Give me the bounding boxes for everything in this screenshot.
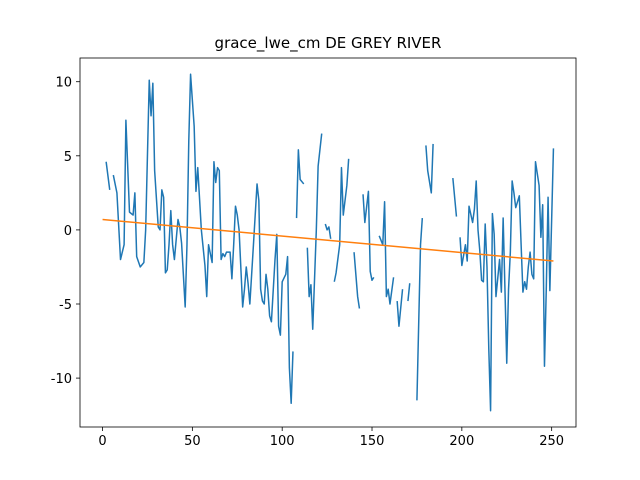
x-tick-label: 150 bbox=[360, 434, 385, 449]
line bbox=[102, 218, 554, 262]
x-tick-label: 250 bbox=[539, 434, 564, 449]
y-tick-label: 0 bbox=[64, 224, 72, 239]
x-tick-label: 100 bbox=[270, 434, 295, 449]
y-tick-label: 5 bbox=[64, 150, 72, 165]
x-tick-label: 0 bbox=[98, 434, 106, 449]
y-tick-label: -5 bbox=[59, 298, 72, 313]
x-tick-label: 50 bbox=[184, 434, 201, 449]
y-tick-label: -10 bbox=[51, 372, 72, 387]
x-tick-label: 200 bbox=[449, 434, 474, 449]
y-tick-label: 10 bbox=[55, 76, 72, 91]
plot-frame bbox=[79, 57, 577, 428]
line bbox=[105, 73, 555, 412]
chart-title: grace_lwe_cm DE GREY RIVER bbox=[215, 34, 442, 53]
